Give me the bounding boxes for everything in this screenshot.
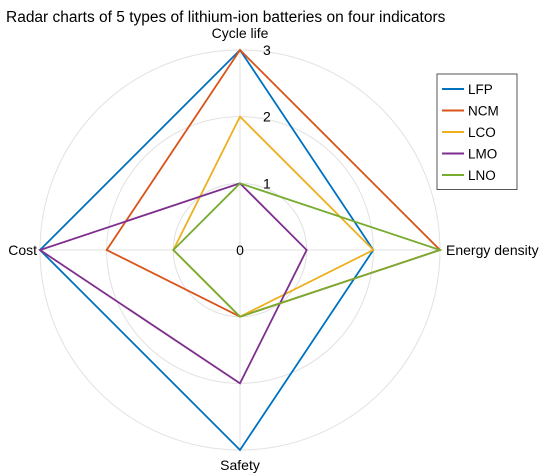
series-ncm <box>105 48 442 318</box>
tick-label-0: 0 <box>236 242 244 258</box>
tick-label-1: 1 <box>263 175 271 191</box>
legend-label-lco: LCO <box>468 125 496 140</box>
series-lmo <box>37 182 308 385</box>
axis-label-cost: Cost <box>8 242 37 258</box>
tick-label-3: 3 <box>263 42 271 58</box>
tick-label-2: 2 <box>263 109 271 125</box>
radial-tick-labels: 0 1 2 3 <box>236 42 271 258</box>
axis-label-energy-density: Energy density <box>446 242 539 258</box>
legend-label-lfp: LFP <box>468 82 493 97</box>
axis-labels: Cycle life Energy density Safety Cost <box>8 25 538 473</box>
legend-label-lno: LNO <box>468 168 496 183</box>
chart-title: Radar charts of 5 types of lithium-ion b… <box>6 9 446 26</box>
radar-series <box>37 48 443 452</box>
legend-label-lmo: LMO <box>468 147 497 162</box>
series-lfp <box>38 48 375 452</box>
axis-label-cycle-life: Cycle life <box>212 25 269 41</box>
series-lno <box>172 182 443 318</box>
legend-label-ncm: NCM <box>468 104 499 119</box>
legend: LFP NCM LCO LMO LNO <box>436 73 518 190</box>
axis-label-safety: Safety <box>220 457 260 473</box>
